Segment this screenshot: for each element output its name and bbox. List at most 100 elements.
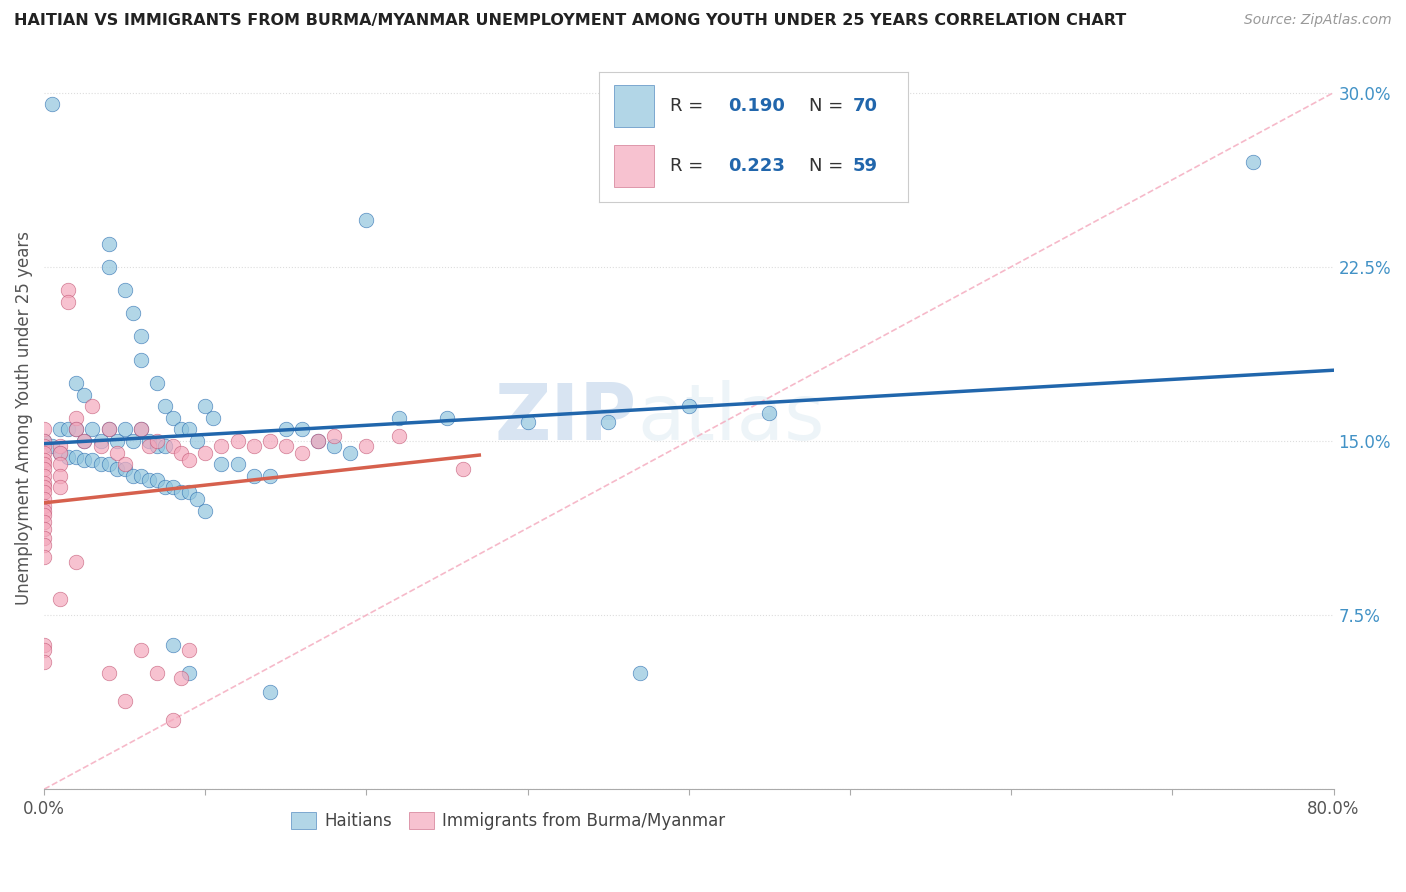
Point bbox=[758, 406, 780, 420]
Point bbox=[146, 376, 169, 390]
Point bbox=[32, 468, 55, 483]
Point bbox=[73, 387, 96, 401]
Point bbox=[32, 499, 55, 513]
Point bbox=[356, 439, 378, 453]
Point bbox=[209, 457, 232, 471]
Point bbox=[146, 666, 169, 681]
Point bbox=[32, 445, 55, 459]
Point bbox=[58, 450, 80, 465]
Point bbox=[242, 468, 264, 483]
Point bbox=[89, 434, 111, 448]
Point bbox=[242, 439, 264, 453]
Point bbox=[49, 591, 72, 606]
Point bbox=[49, 445, 72, 459]
Point bbox=[97, 422, 120, 436]
Point bbox=[339, 445, 361, 459]
Point bbox=[129, 422, 152, 436]
Point bbox=[65, 376, 87, 390]
Point bbox=[186, 491, 208, 506]
Point bbox=[41, 97, 63, 112]
Point bbox=[89, 439, 111, 453]
Point bbox=[162, 439, 184, 453]
Point bbox=[49, 445, 72, 459]
Point bbox=[388, 429, 411, 443]
Point bbox=[97, 457, 120, 471]
Point bbox=[58, 422, 80, 436]
Point bbox=[146, 434, 169, 448]
Point bbox=[32, 655, 55, 669]
Point bbox=[356, 213, 378, 227]
Point bbox=[32, 538, 55, 552]
Point bbox=[170, 485, 193, 500]
Point bbox=[105, 462, 128, 476]
Point bbox=[65, 422, 87, 436]
Point bbox=[82, 422, 104, 436]
Point bbox=[73, 434, 96, 448]
Text: ZIP: ZIP bbox=[495, 380, 637, 456]
Point bbox=[32, 643, 55, 657]
Point bbox=[32, 532, 55, 546]
Point bbox=[138, 434, 160, 448]
Point bbox=[179, 452, 201, 467]
Point bbox=[162, 480, 184, 494]
Point bbox=[82, 452, 104, 467]
Point bbox=[121, 468, 143, 483]
Point bbox=[194, 445, 217, 459]
Point bbox=[259, 684, 281, 698]
Y-axis label: Unemployment Among Youth under 25 years: Unemployment Among Youth under 25 years bbox=[15, 231, 32, 605]
Point bbox=[388, 410, 411, 425]
Point bbox=[153, 480, 176, 494]
Point bbox=[65, 450, 87, 465]
Point bbox=[179, 666, 201, 681]
Point bbox=[73, 452, 96, 467]
Point bbox=[226, 457, 249, 471]
Point bbox=[114, 283, 136, 297]
Point bbox=[307, 434, 329, 448]
Text: atlas: atlas bbox=[637, 380, 825, 456]
Point bbox=[114, 694, 136, 708]
Point bbox=[58, 294, 80, 309]
Point bbox=[274, 439, 297, 453]
Point bbox=[114, 422, 136, 436]
Point bbox=[32, 434, 55, 448]
Point bbox=[49, 439, 72, 453]
Point bbox=[65, 422, 87, 436]
Point bbox=[32, 457, 55, 471]
Point bbox=[162, 638, 184, 652]
Point bbox=[162, 713, 184, 727]
Point bbox=[170, 671, 193, 685]
Point bbox=[138, 439, 160, 453]
Point bbox=[114, 462, 136, 476]
Point bbox=[307, 434, 329, 448]
Point bbox=[97, 422, 120, 436]
Point bbox=[129, 468, 152, 483]
Point bbox=[162, 410, 184, 425]
Point bbox=[436, 410, 458, 425]
Point bbox=[1241, 155, 1264, 169]
Point bbox=[49, 468, 72, 483]
Point bbox=[97, 236, 120, 251]
Point bbox=[129, 352, 152, 367]
Point bbox=[32, 475, 55, 490]
Point bbox=[202, 410, 225, 425]
Point bbox=[516, 416, 538, 430]
Point bbox=[598, 416, 620, 430]
Point bbox=[32, 462, 55, 476]
Point bbox=[114, 457, 136, 471]
Point bbox=[186, 434, 208, 448]
Point bbox=[49, 422, 72, 436]
Point bbox=[259, 434, 281, 448]
Point bbox=[32, 480, 55, 494]
Text: Source: ZipAtlas.com: Source: ZipAtlas.com bbox=[1244, 13, 1392, 28]
Point bbox=[121, 306, 143, 320]
Point bbox=[49, 457, 72, 471]
Legend: Haitians, Immigrants from Burma/Myanmar: Haitians, Immigrants from Burma/Myanmar bbox=[284, 805, 733, 837]
Point bbox=[179, 485, 201, 500]
Point bbox=[32, 422, 55, 436]
Point bbox=[32, 503, 55, 517]
Point bbox=[32, 485, 55, 500]
Point bbox=[146, 439, 169, 453]
Point bbox=[121, 434, 143, 448]
Point bbox=[153, 439, 176, 453]
Point bbox=[291, 445, 314, 459]
